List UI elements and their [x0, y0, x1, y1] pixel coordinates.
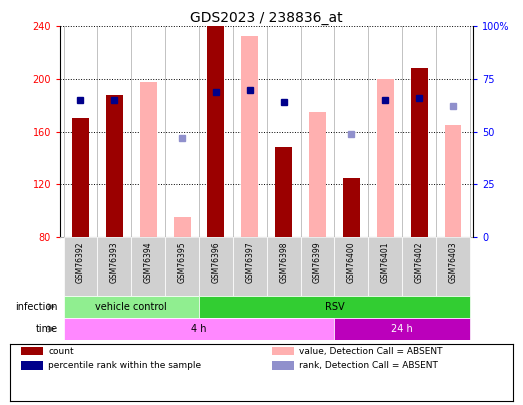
Bar [445, 125, 461, 237]
Bar [309, 112, 326, 237]
Bar [411, 68, 428, 237]
Text: rank, Detection Call = ABSENT: rank, Detection Call = ABSENT [299, 361, 438, 370]
Text: GSM76400: GSM76400 [347, 242, 356, 283]
Text: vehicle control: vehicle control [95, 302, 167, 312]
Text: GSM76396: GSM76396 [211, 242, 220, 283]
Bar [241, 36, 258, 237]
Bar [199, 296, 470, 318]
Text: GSM76394: GSM76394 [144, 242, 153, 283]
Text: GSM76395: GSM76395 [178, 242, 187, 283]
Bar [174, 217, 190, 237]
Bar [63, 296, 199, 318]
Bar [63, 237, 97, 296]
Title: GDS2023 / 238836_at: GDS2023 / 238836_at [190, 11, 343, 25]
Bar [377, 79, 394, 237]
Bar [233, 237, 267, 296]
Bar [140, 81, 157, 237]
Text: RSV: RSV [325, 302, 344, 312]
Bar [20, 347, 43, 356]
Bar [343, 178, 360, 237]
Text: count: count [48, 347, 74, 356]
Bar [267, 237, 301, 296]
Text: GSM76398: GSM76398 [279, 242, 288, 283]
Bar [335, 237, 368, 296]
Bar [208, 26, 224, 237]
Bar [402, 237, 436, 296]
Text: GSM76403: GSM76403 [449, 242, 458, 283]
Bar [63, 318, 335, 340]
Text: infection: infection [15, 302, 58, 312]
Bar [72, 118, 89, 237]
Text: value, Detection Call = ABSENT: value, Detection Call = ABSENT [299, 347, 442, 356]
Text: GSM76397: GSM76397 [245, 242, 254, 283]
Text: time: time [36, 324, 58, 334]
Bar [106, 95, 123, 237]
Text: GSM76402: GSM76402 [415, 242, 424, 283]
Text: GSM76393: GSM76393 [110, 242, 119, 283]
Bar [368, 237, 402, 296]
Bar [165, 237, 199, 296]
Bar [131, 237, 165, 296]
Bar [271, 347, 294, 356]
Bar [335, 318, 470, 340]
Bar [271, 361, 294, 370]
Bar [20, 361, 43, 370]
Text: percentile rank within the sample: percentile rank within the sample [48, 361, 201, 370]
Bar [97, 237, 131, 296]
Bar [436, 237, 470, 296]
Text: 4 h: 4 h [191, 324, 207, 334]
Text: GSM76399: GSM76399 [313, 242, 322, 283]
Bar [199, 237, 233, 296]
Text: GSM76392: GSM76392 [76, 242, 85, 283]
Bar [275, 147, 292, 237]
Text: 24 h: 24 h [391, 324, 413, 334]
Text: GSM76401: GSM76401 [381, 242, 390, 283]
Bar [301, 237, 335, 296]
